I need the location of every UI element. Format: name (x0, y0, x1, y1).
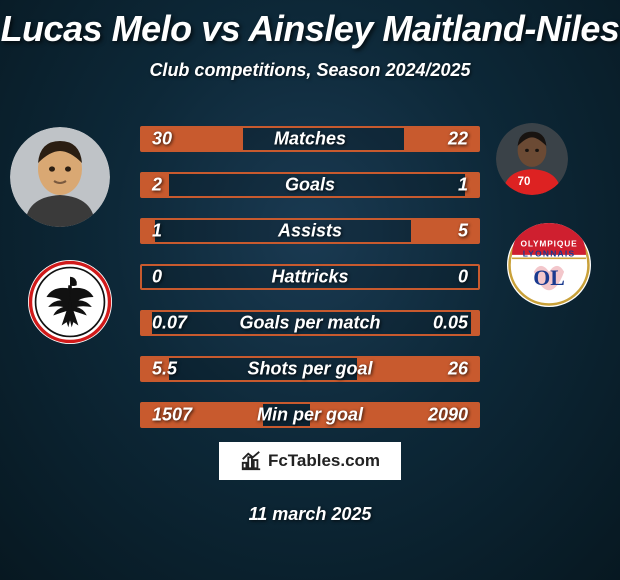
stat-left-value: 0.07 (152, 313, 187, 334)
brand-text: FcTables.com (268, 451, 380, 471)
page-title: Lucas Melo vs Ainsley Maitland-Niles (0, 0, 620, 50)
stat-bars: 30 22 Matches 2 1 Goals 1 5 Assists 0 0 Hattricks 0.… (140, 126, 480, 428)
chart-icon (240, 450, 262, 472)
stat-right-value: 26 (448, 359, 468, 380)
stat-label: Shots per goal (247, 359, 372, 380)
stat-left-value: 0 (152, 267, 162, 288)
club-right-crest: OLYMPIQUE LYONNAIS OL (507, 223, 591, 307)
stat-label: Matches (274, 129, 346, 150)
stat-label: Goals (285, 175, 335, 196)
subtitle: Club competitions, Season 2024/2025 (0, 60, 620, 81)
stat-right-value: 0.05 (433, 313, 468, 334)
stat-left-value: 30 (152, 129, 172, 150)
stat-fill-left (142, 312, 152, 334)
stat-bar: 30 22 Matches (140, 126, 480, 152)
svg-text:70: 70 (518, 176, 531, 188)
stat-left-value: 5.5 (152, 359, 177, 380)
stat-left-value: 2 (152, 175, 162, 196)
stat-bar: 1507 2090 Min per goal (140, 402, 480, 428)
stat-right-value: 5 (458, 221, 468, 242)
stat-bar: 5.5 26 Shots per goal (140, 356, 480, 382)
stat-label: Goals per match (239, 313, 380, 334)
stat-bar: 2 1 Goals (140, 172, 480, 198)
stat-label: Assists (278, 221, 342, 242)
stat-fill-right (471, 312, 478, 334)
stat-label: Hattricks (271, 267, 348, 288)
stat-left-value: 1507 (152, 405, 192, 426)
stat-right-value: 2090 (428, 405, 468, 426)
stat-right-value: 22 (448, 129, 468, 150)
stat-right-value: 1 (458, 175, 468, 196)
brand-badge: FcTables.com (219, 442, 401, 480)
stat-label: Min per goal (257, 405, 363, 426)
date-text: 11 march 2025 (0, 504, 620, 525)
svg-text:LYONNAIS: LYONNAIS (523, 249, 576, 259)
club-left-crest (28, 260, 112, 344)
stat-right-value: 0 (458, 267, 468, 288)
player-right-avatar: 70 (496, 123, 568, 195)
stat-left-value: 1 (152, 221, 162, 242)
svg-text:OL: OL (533, 266, 565, 290)
svg-text:OLYMPIQUE: OLYMPIQUE (520, 239, 577, 249)
stat-bar: 0.07 0.05 Goals per match (140, 310, 480, 336)
stat-bar: 0 0 Hattricks (140, 264, 480, 290)
stat-bar: 1 5 Assists (140, 218, 480, 244)
player-left-avatar (10, 127, 110, 227)
